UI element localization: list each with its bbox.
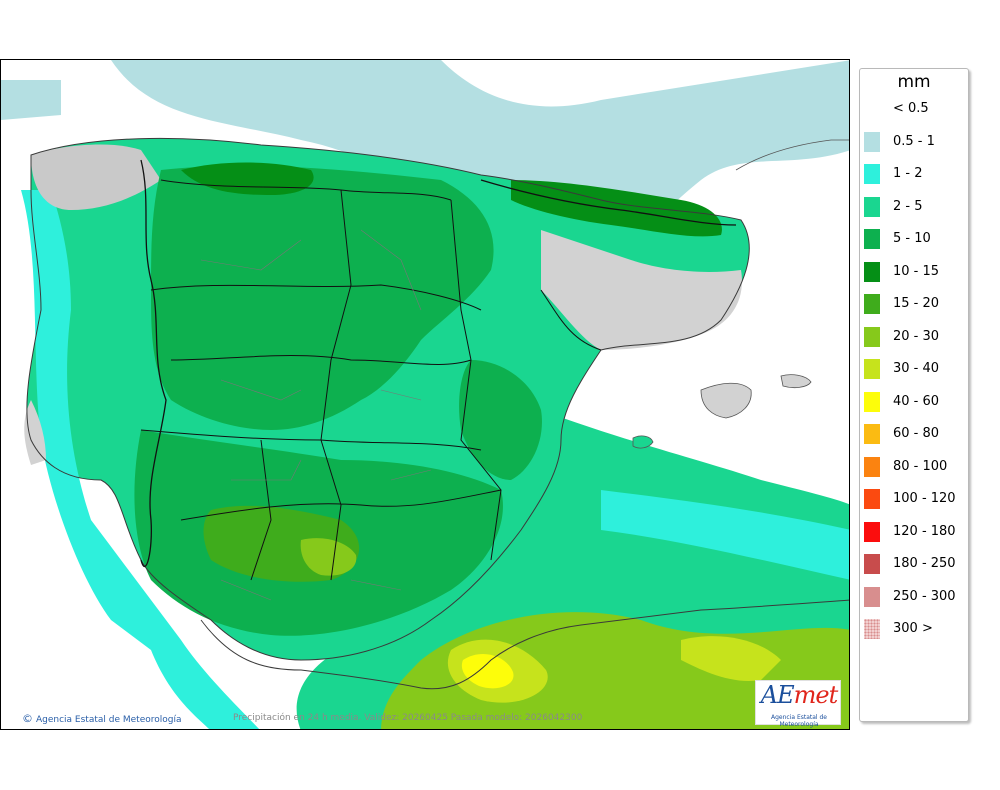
legend-label: 80 - 100	[893, 458, 948, 474]
legend-label: 20 - 30	[893, 328, 940, 344]
coast-france	[735, 139, 849, 171]
legend-swatch	[864, 326, 880, 347]
legend-swatch	[864, 456, 880, 477]
credit-text: © Agencia Estatal de Meteorología	[22, 712, 182, 725]
legend-swatch	[864, 294, 880, 314]
zone-0-5-1-nw	[1, 80, 61, 120]
legend-label: 10 - 15	[893, 263, 940, 279]
region-borders	[140, 179, 602, 581]
logo-word-b: met	[793, 681, 839, 709]
aemet-logo: AEmet Agencia Estatal de Meteorología	[755, 680, 842, 728]
legend-item: 120 - 180	[864, 521, 968, 542]
legend-item: < 0.5	[864, 99, 968, 119]
legend-item: 0.5 - 1	[864, 131, 968, 152]
zone-20-30-andalusia	[300, 538, 357, 576]
legend-swatch	[864, 391, 880, 412]
legend-item: 10 - 15	[864, 261, 968, 282]
legend-label: 2 - 5	[893, 198, 923, 214]
zone-10-15-pyrenees	[511, 180, 722, 237]
logo-word-a: AE	[760, 681, 795, 709]
legend-item: 30 - 40	[864, 359, 968, 379]
validity-text: Precipitación en 24 h media. Validez: 20…	[233, 713, 583, 723]
copyright-icon: ©	[22, 712, 33, 725]
zone-1-2-west	[21, 190, 260, 729]
province-borders	[200, 229, 432, 601]
legend-label: 100 - 120	[893, 491, 956, 506]
coast-iberia	[26, 137, 750, 661]
zone-30-40-east	[681, 636, 781, 681]
legend-swatch	[864, 489, 880, 509]
legend-swatch	[864, 164, 880, 184]
island-menorca	[780, 374, 812, 389]
zone-5-10-north-plateau	[151, 165, 494, 431]
legend-item: 1 - 2	[864, 164, 968, 184]
legend-item: 80 - 100	[864, 456, 968, 477]
legend-swatch	[864, 424, 880, 444]
legend-label: 15 - 20	[893, 296, 940, 311]
legend-swatch	[864, 359, 880, 379]
legend-label: 30 - 40	[893, 361, 940, 376]
legend-item: 60 - 80	[864, 424, 968, 444]
legend-item: 20 - 30	[864, 326, 968, 347]
legend-item: 2 - 5	[864, 196, 968, 217]
border-portugal	[140, 159, 167, 568]
precipitation-map	[0, 59, 850, 730]
island-mallorca	[700, 382, 752, 419]
legend-label: < 0.5	[893, 101, 929, 116]
zone-40-60-alboran	[461, 653, 514, 689]
relief-portugal	[24, 400, 46, 465]
legend-swatch	[864, 131, 880, 152]
legend-label: 0.5 - 1	[893, 133, 935, 149]
legend-label: 40 - 60	[893, 393, 940, 409]
legend-swatch	[864, 99, 880, 119]
legend-item: 5 - 10	[864, 229, 968, 249]
legend-unit: mm	[897, 72, 931, 92]
legend-swatch	[864, 521, 880, 542]
legend-label: 120 - 180	[893, 523, 956, 539]
legend-label: 180 - 250	[893, 556, 956, 571]
logo-wordmark: AEmet	[756, 681, 842, 709]
logo-subtitle: Agencia Estatal de Meteorología	[770, 714, 827, 728]
legend-item: 100 - 120	[864, 489, 968, 509]
legend-label: 250 - 300	[893, 588, 956, 604]
legend-swatch	[864, 554, 880, 574]
legend-label: 1 - 2	[893, 166, 923, 181]
border-france	[480, 179, 737, 226]
legend-swatch	[864, 586, 880, 607]
map-canvas	[1, 60, 849, 729]
legend-item: 40 - 60	[864, 391, 968, 412]
legend-item: 250 - 300	[864, 586, 968, 607]
legend-label: 60 - 80	[893, 426, 940, 441]
legend-item: 180 - 250	[864, 554, 968, 574]
island-ibiza	[632, 435, 654, 449]
legend-swatch	[864, 229, 880, 249]
credit-label: Agencia Estatal de Meteorología	[36, 715, 182, 725]
relief-galicia	[31, 144, 161, 210]
coast-north-africa	[200, 599, 849, 690]
zone-1-2-balearic	[601, 490, 849, 580]
legend-item: 300 >	[864, 619, 968, 639]
legend-swatch	[864, 196, 880, 217]
legend-swatch	[864, 261, 880, 282]
legend-label: 300 >	[893, 621, 933, 636]
legend-swatch	[864, 619, 880, 639]
legend-item: 15 - 20	[864, 294, 968, 314]
relief-ebro	[541, 230, 742, 350]
legend-label: 5 - 10	[893, 231, 931, 246]
legend-panel: mm < 0.5 0.5 - 1 1 - 2 2 - 5 5 - 10 10 - 15 15…	[859, 68, 969, 722]
